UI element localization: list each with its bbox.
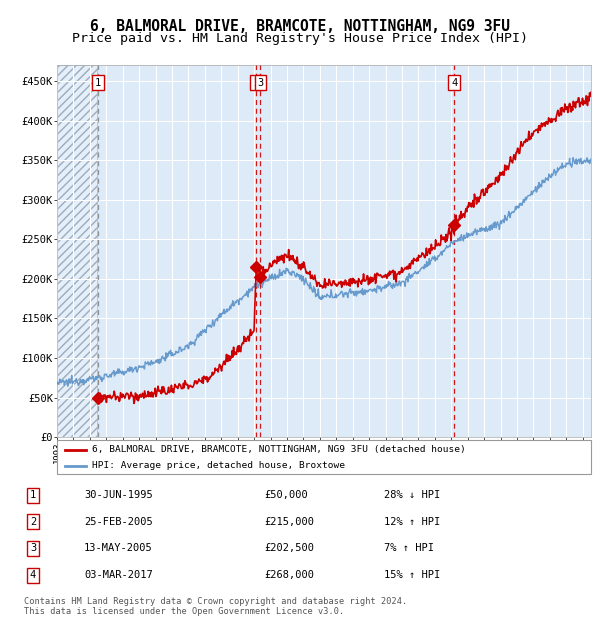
Text: 12% ↑ HPI: 12% ↑ HPI [384,517,440,527]
Text: 6, BALMORAL DRIVE, BRAMCOTE, NOTTINGHAM, NG9 3FU: 6, BALMORAL DRIVE, BRAMCOTE, NOTTINGHAM,… [90,19,510,33]
Text: 4: 4 [30,570,36,580]
Text: £268,000: £268,000 [264,570,314,580]
Text: 3: 3 [30,544,36,554]
Text: 28% ↓ HPI: 28% ↓ HPI [384,490,440,500]
FancyBboxPatch shape [57,440,591,474]
Text: 2: 2 [30,517,36,527]
Text: £202,500: £202,500 [264,544,314,554]
Text: 03-MAR-2017: 03-MAR-2017 [84,570,153,580]
Text: £215,000: £215,000 [264,517,314,527]
Text: 4: 4 [451,78,457,87]
Text: 6, BALMORAL DRIVE, BRAMCOTE, NOTTINGHAM, NG9 3FU (detached house): 6, BALMORAL DRIVE, BRAMCOTE, NOTTINGHAM,… [92,445,466,454]
Text: 1: 1 [95,78,101,87]
Text: 3: 3 [257,78,263,87]
Text: 7% ↑ HPI: 7% ↑ HPI [384,544,434,554]
Text: HPI: Average price, detached house, Broxtowe: HPI: Average price, detached house, Brox… [92,461,345,471]
Text: 1: 1 [30,490,36,500]
Text: 13-MAY-2005: 13-MAY-2005 [84,544,153,554]
Text: 15% ↑ HPI: 15% ↑ HPI [384,570,440,580]
Text: 30-JUN-1995: 30-JUN-1995 [84,490,153,500]
Text: Contains HM Land Registry data © Crown copyright and database right 2024.
This d: Contains HM Land Registry data © Crown c… [24,596,407,616]
Text: £50,000: £50,000 [264,490,308,500]
Text: 2: 2 [253,78,259,87]
Bar [57,65,97,437]
Text: 25-FEB-2005: 25-FEB-2005 [84,517,153,527]
Text: Price paid vs. HM Land Registry's House Price Index (HPI): Price paid vs. HM Land Registry's House … [72,32,528,45]
